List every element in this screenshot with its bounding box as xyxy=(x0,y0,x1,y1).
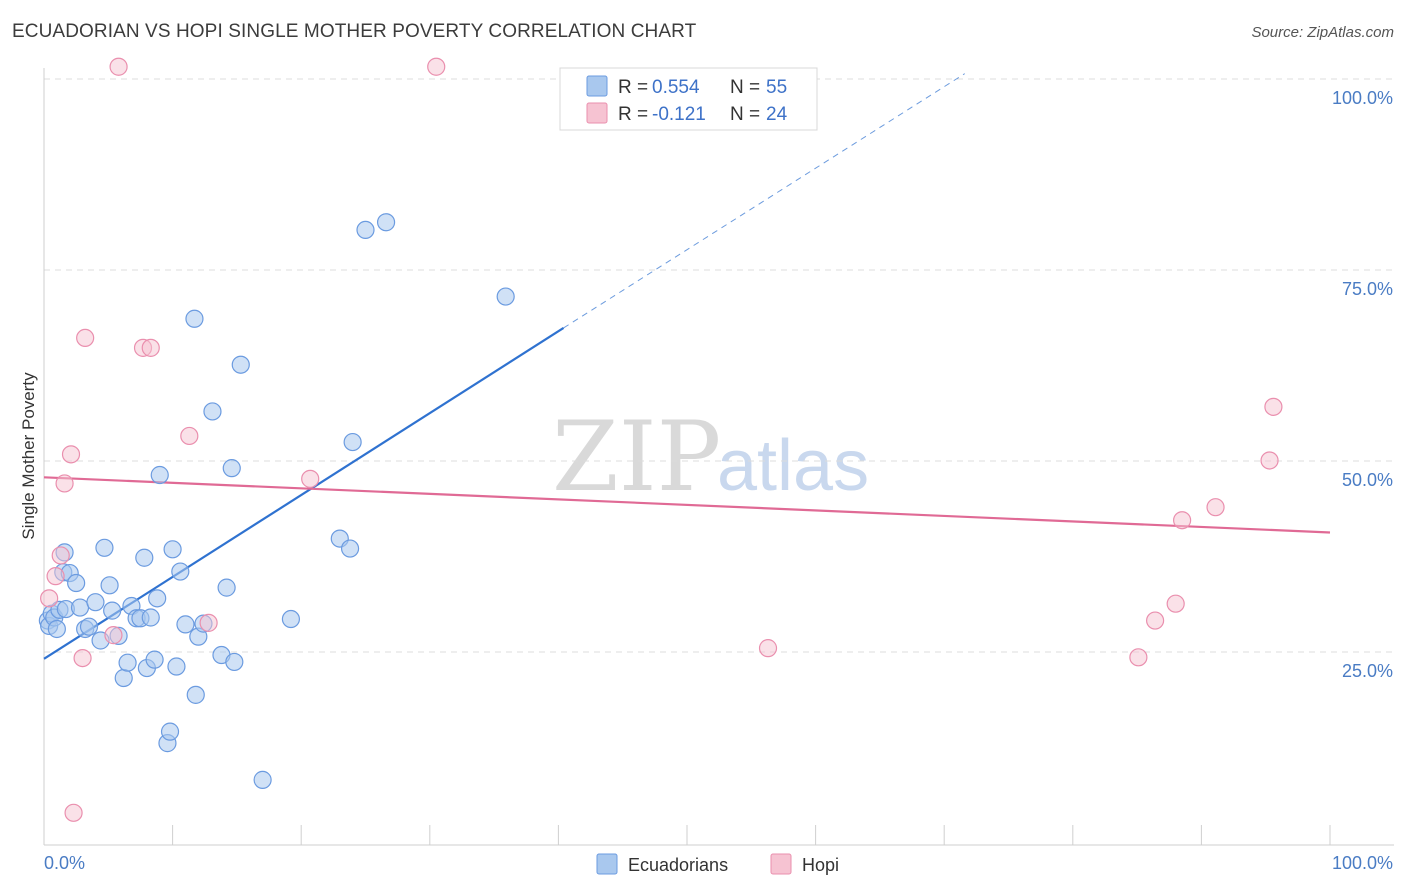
y-tick-labels: 25.0% 50.0% 75.0% 100.0% xyxy=(1332,88,1393,681)
point-hopi xyxy=(1264,397,1283,416)
point-ecuadorians xyxy=(171,562,190,581)
point-ecuadorians xyxy=(70,598,90,617)
point-ecuadorians xyxy=(222,459,241,478)
legend-n-value-2: 24 xyxy=(766,104,788,125)
point-ecuadorians xyxy=(145,650,164,669)
chart-source: Source: ZipAtlas.com xyxy=(1251,24,1394,41)
grid-lines xyxy=(44,78,1394,653)
point-ecuadorians xyxy=(148,589,167,608)
legend-n-label-1: N = xyxy=(730,77,760,98)
point-ecuadorians xyxy=(67,573,86,593)
bottom-legend-swatch-hopi[interactable] xyxy=(770,853,792,875)
point-hopi xyxy=(180,426,199,446)
watermark-atlas: atlas xyxy=(717,426,869,506)
point-ecuadorians xyxy=(103,601,122,620)
point-ecuadorians xyxy=(79,617,99,636)
point-ecuadorians xyxy=(100,576,119,595)
point-hopi xyxy=(46,567,65,586)
point-hopi xyxy=(1173,511,1192,530)
point-ecuadorians xyxy=(186,685,205,704)
point-hopi xyxy=(1260,451,1279,470)
point-ecuadorians xyxy=(185,309,204,328)
bottom-legend: Ecuadorians Hopi xyxy=(596,853,839,875)
point-hopi xyxy=(758,639,778,658)
top-legend: R = 0.554 N = 55 R = -0.121 N = 24 xyxy=(559,67,818,131)
legend-r-label-2: R = xyxy=(618,104,648,125)
point-hopi xyxy=(76,328,95,348)
bottom-legend-label-ecuadorians[interactable]: Ecuadorians xyxy=(628,855,728,875)
y-tick-label: 25.0% xyxy=(1342,661,1393,681)
x-tick-label: 100.0% xyxy=(1332,853,1393,873)
legend-n-label-2: N = xyxy=(730,104,760,125)
point-ecuadorians xyxy=(356,220,375,240)
point-hopi xyxy=(73,648,92,668)
point-hopi xyxy=(141,338,160,357)
watermark-zip: ZIP xyxy=(552,401,721,513)
point-hopi xyxy=(427,57,446,76)
point-ecuadorians xyxy=(231,355,250,374)
legend-n-value-1: 55 xyxy=(766,77,787,98)
point-ecuadorians xyxy=(343,432,362,452)
point-ecuadorians xyxy=(253,770,272,789)
y-tick-label: 75.0% xyxy=(1342,279,1393,299)
point-ecuadorians xyxy=(114,668,133,688)
point-ecuadorians xyxy=(176,615,195,634)
point-ecuadorians xyxy=(141,608,160,627)
trend-line-ecuadorians-extension xyxy=(563,73,966,329)
bottom-legend-label-hopi[interactable]: Hopi xyxy=(802,855,839,875)
point-hopi xyxy=(40,589,59,608)
point-ecuadorians xyxy=(225,652,244,672)
point-hopi xyxy=(1146,611,1165,630)
legend-r-value-1: 0.554 xyxy=(652,77,700,98)
legend-r-value-2: -0.121 xyxy=(652,104,706,125)
point-hopi xyxy=(64,803,83,822)
point-ecuadorians xyxy=(496,287,515,306)
point-ecuadorians xyxy=(376,213,396,232)
y-tick-label: 50.0% xyxy=(1342,470,1393,490)
point-ecuadorians xyxy=(167,657,186,676)
point-hopi xyxy=(104,626,123,645)
bottom-legend-swatch-ecuadorians[interactable] xyxy=(596,853,618,875)
point-ecuadorians xyxy=(150,465,169,485)
point-ecuadorians xyxy=(203,402,222,421)
point-ecuadorians xyxy=(135,548,154,567)
point-hopi xyxy=(199,613,218,632)
point-hopi xyxy=(1206,498,1225,517)
series-hopi xyxy=(40,57,1283,822)
y-axis-label: Single Mother Poverty xyxy=(19,372,38,540)
point-hopi xyxy=(1166,594,1185,613)
point-ecuadorians xyxy=(163,540,182,559)
point-hopi xyxy=(61,445,81,464)
point-hopi xyxy=(1129,648,1148,667)
point-ecuadorians xyxy=(340,539,360,558)
point-ecuadorians xyxy=(281,609,301,629)
chart-title: ECUADORIAN VS HOPI SINGLE MOTHER POVERTY… xyxy=(12,21,697,42)
x-tick-label: 0.0% xyxy=(44,853,85,873)
x-tick-labels: 0.0% 100.0% xyxy=(44,853,1393,873)
point-ecuadorians xyxy=(86,593,105,612)
point-hopi xyxy=(51,546,70,565)
legend-swatch-ecuadorians xyxy=(586,75,608,97)
point-ecuadorians xyxy=(95,538,114,557)
point-hopi xyxy=(55,474,74,493)
point-hopi xyxy=(109,57,128,76)
series-ecuadorians xyxy=(38,213,515,789)
legend-r-label-1: R = xyxy=(618,77,648,98)
point-ecuadorians xyxy=(47,619,66,639)
axes xyxy=(43,68,1394,846)
point-ecuadorians xyxy=(160,722,180,741)
trend-line-hopi xyxy=(43,476,1331,534)
legend-swatch-hopi xyxy=(586,102,608,124)
trend-line-ecuadorians xyxy=(43,327,565,660)
point-ecuadorians xyxy=(118,653,137,672)
point-hopi xyxy=(301,469,320,488)
point-ecuadorians xyxy=(217,578,236,597)
y-tick-label: 100.0% xyxy=(1332,88,1393,108)
